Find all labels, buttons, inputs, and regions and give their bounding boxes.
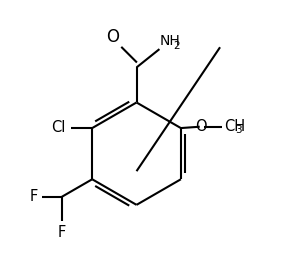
Text: F: F bbox=[29, 189, 38, 204]
Text: F: F bbox=[58, 225, 66, 240]
Text: 2: 2 bbox=[173, 41, 180, 51]
Text: O: O bbox=[106, 28, 119, 46]
Text: CH: CH bbox=[224, 119, 245, 134]
Text: Cl: Cl bbox=[51, 120, 65, 135]
Text: 3: 3 bbox=[235, 125, 242, 135]
Text: NH: NH bbox=[160, 34, 181, 48]
Text: O: O bbox=[196, 119, 207, 134]
